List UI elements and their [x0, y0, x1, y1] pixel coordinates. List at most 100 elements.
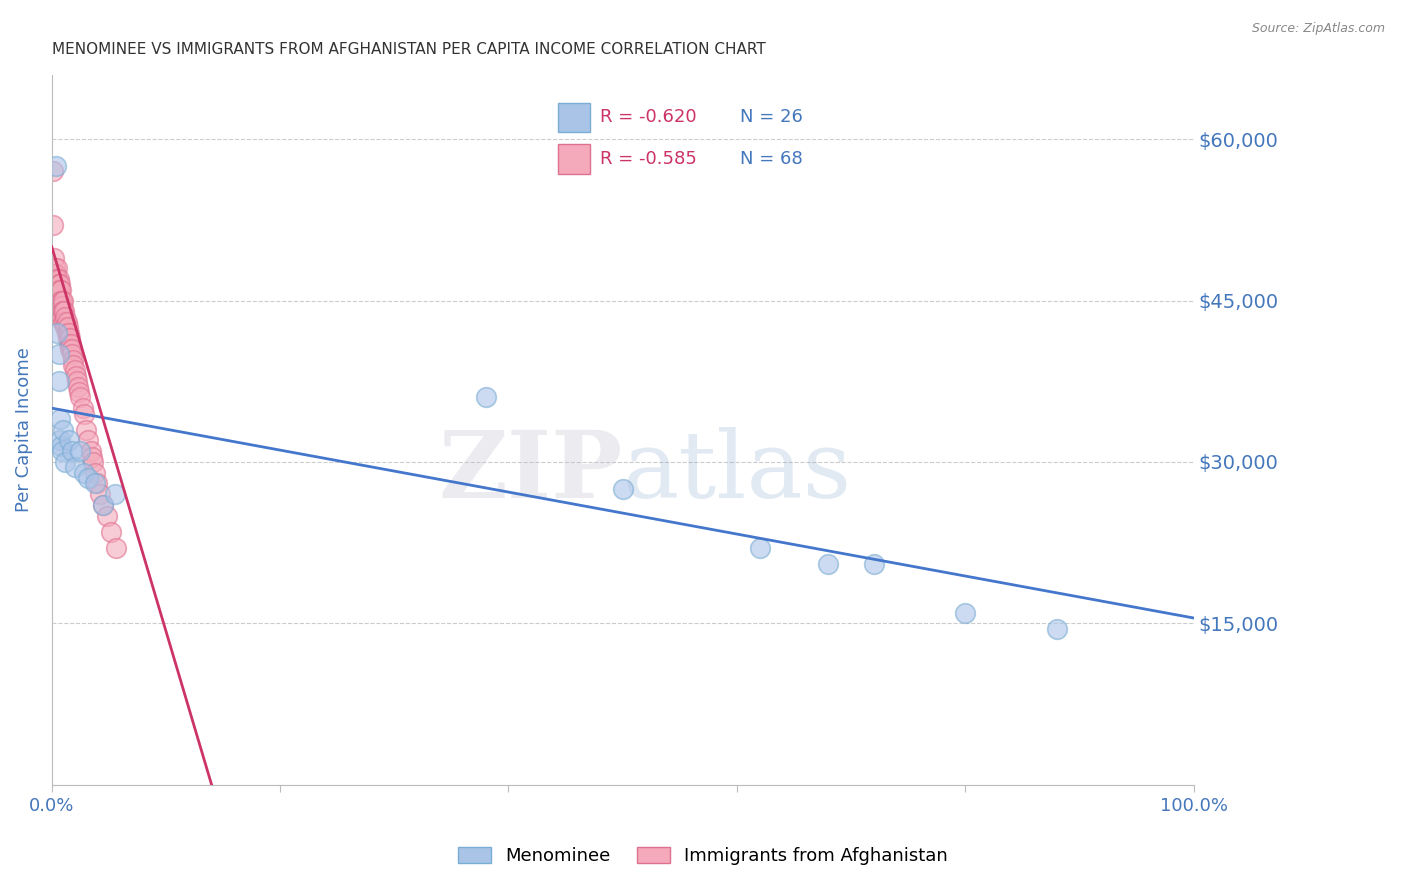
Point: [73, 407, 96, 421]
Point: [82, 455, 104, 469]
Point: [48, 277, 70, 292]
Point: [55, 320, 77, 334]
Point: [52, 315, 75, 329]
Point: [65, 368, 87, 383]
Point: [79, 444, 101, 458]
Point: [53, 315, 76, 329]
Point: [48, 347, 70, 361]
Point: [86, 476, 108, 491]
Point: [46, 326, 69, 340]
Point: [62, 358, 84, 372]
Point: [60, 444, 83, 458]
Point: [75, 423, 97, 437]
Point: [60, 342, 83, 356]
Point: [46, 272, 69, 286]
Point: [46, 288, 69, 302]
Point: [48, 288, 70, 302]
Point: [55, 310, 77, 324]
Point: [58, 326, 80, 340]
Point: [80, 450, 103, 464]
Point: [46, 277, 69, 292]
Point: [58, 434, 80, 448]
Point: [42, 164, 65, 178]
Point: [52, 293, 75, 308]
Point: [49, 293, 72, 308]
Point: [73, 466, 96, 480]
Point: [817, 557, 839, 571]
Point: [55, 455, 77, 469]
Point: [63, 363, 86, 377]
Point: [45, 272, 67, 286]
Point: [48, 412, 70, 426]
Point: [48, 293, 70, 308]
Point: [48, 434, 70, 448]
Point: [51, 293, 73, 308]
Text: ZIP: ZIP: [439, 427, 623, 517]
Point: [51, 310, 73, 324]
Point: [44, 267, 66, 281]
Point: [77, 471, 100, 485]
Point: [49, 439, 72, 453]
Text: MENOMINEE VS IMMIGRANTS FROM AFGHANISTAN PER CAPITA INCOME CORRELATION CHART: MENOMINEE VS IMMIGRANTS FROM AFGHANISTAN…: [52, 42, 765, 57]
Point: [91, 498, 114, 512]
Point: [48, 374, 70, 388]
Point: [51, 299, 73, 313]
Point: [44, 272, 66, 286]
Point: [67, 384, 90, 399]
Point: [46, 283, 69, 297]
Point: [58, 336, 80, 351]
Text: atlas: atlas: [623, 427, 852, 517]
Point: [60, 347, 83, 361]
Point: [46, 261, 69, 276]
Point: [84, 476, 107, 491]
Y-axis label: Per Capita Income: Per Capita Income: [15, 347, 32, 512]
Point: [89, 487, 111, 501]
Point: [48, 272, 70, 286]
Point: [53, 304, 76, 318]
Point: [45, 267, 67, 281]
Point: [52, 423, 75, 437]
Legend: Menominee, Immigrants from Afghanistan: Menominee, Immigrants from Afghanistan: [449, 838, 957, 874]
Point: [42, 219, 65, 233]
Point: [49, 283, 72, 297]
Point: [55, 315, 77, 329]
Point: [1045, 622, 1067, 636]
Point: [60, 336, 83, 351]
Point: [103, 487, 125, 501]
Point: [69, 444, 91, 458]
Point: [59, 342, 82, 356]
Point: [72, 401, 94, 416]
Point: [91, 498, 114, 512]
Point: [62, 352, 84, 367]
Point: [59, 331, 82, 345]
Point: [63, 460, 86, 475]
Point: [66, 379, 89, 393]
Point: [474, 391, 496, 405]
Point: [953, 606, 976, 620]
Point: [45, 159, 67, 173]
Point: [96, 508, 118, 523]
Point: [56, 320, 79, 334]
Point: [48, 277, 70, 292]
Text: Source: ZipAtlas.com: Source: ZipAtlas.com: [1251, 22, 1385, 36]
Point: [52, 304, 75, 318]
Point: [66, 374, 89, 388]
Point: [44, 267, 66, 281]
Point: [100, 524, 122, 539]
Point: [48, 283, 70, 297]
Point: [863, 557, 886, 571]
Point: [49, 299, 72, 313]
Point: [69, 391, 91, 405]
Point: [104, 541, 127, 555]
Point: [48, 283, 70, 297]
Point: [612, 482, 634, 496]
Point: [44, 261, 66, 276]
Point: [748, 541, 770, 555]
Point: [55, 326, 77, 340]
Point: [42, 251, 65, 265]
Point: [51, 444, 73, 458]
Point: [51, 304, 73, 318]
Point: [84, 466, 107, 480]
Point: [56, 331, 79, 345]
Point: [77, 434, 100, 448]
